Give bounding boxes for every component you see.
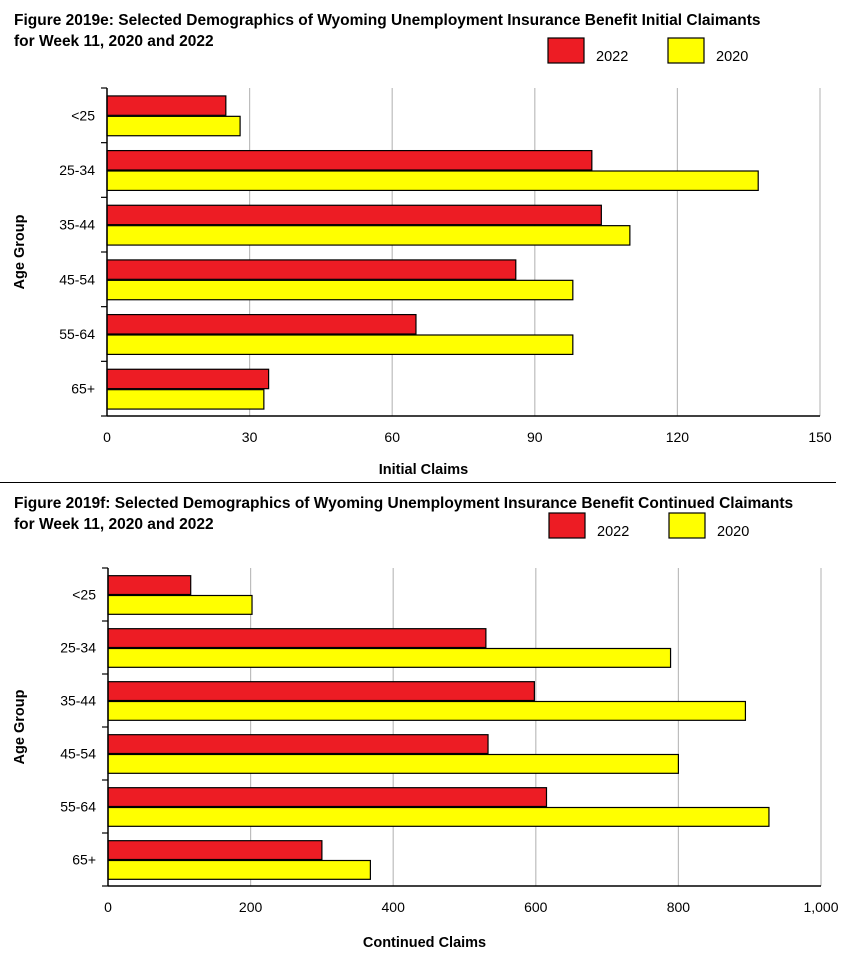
bar-2020-35-44: [107, 700, 747, 721]
x-tick-label: 150: [808, 429, 832, 445]
chart-title: Figure 2019f: Selected Demographics of W…: [14, 495, 794, 533]
legend-label-2022: 2022: [596, 49, 628, 65]
bar-2020-25-34: [107, 647, 672, 668]
legend-label-2020: 2020: [716, 49, 748, 65]
legend-label-2020: 2020: [717, 524, 749, 540]
y-tick-label: 35-44: [60, 693, 96, 709]
legend-swatch-2022: [548, 512, 586, 539]
figure-initial-claims: Figure 2019e: Selected Demographics of W…: [0, 10, 850, 480]
bar-2022-65: [106, 368, 270, 390]
initial-claims-chart: 0 30 60 90 120 150 <25 25-34 35-44 45-54 55-64 65+ I…: [12, 37, 832, 478]
legend-label-2022: 2022: [597, 524, 629, 540]
bar-2020-65: [107, 859, 371, 880]
y-axis-label: Age Group: [12, 689, 28, 764]
x-axis-label: Initial Claims: [379, 462, 468, 478]
legend-swatch-2022: [547, 37, 585, 64]
bar-2020-25: [107, 594, 253, 615]
bar-2022-25-34: [106, 149, 593, 171]
x-tick-label: 120: [666, 429, 690, 445]
x-tick-label: 600: [524, 899, 548, 915]
x-tick-label: 0: [104, 899, 112, 915]
legend-swatch-2020: [668, 512, 706, 539]
x-tick-label: 30: [242, 429, 258, 445]
bar-2020-55-64: [106, 334, 574, 356]
bar-2022-65: [107, 840, 323, 861]
x-axis-label: Continued Claims: [363, 935, 486, 951]
x-tick-label: 1,000: [803, 899, 838, 915]
figure-divider: [0, 482, 836, 483]
x-tick-label: 90: [527, 429, 543, 445]
bar-2020-45-54: [107, 753, 680, 774]
bar-2020-35-44: [106, 225, 631, 246]
x-tick-label: 800: [667, 899, 691, 915]
bar-2022-25-34: [107, 628, 487, 649]
figure-continued-claims: Figure 2019f: Selected Demographics of W…: [0, 493, 850, 958]
y-tick-label: 45-54: [59, 271, 95, 287]
x-tick-label: 0: [103, 429, 111, 445]
y-tick-label: 65+: [72, 852, 96, 868]
y-tick-label: 35-44: [59, 217, 95, 233]
chart-title: Figure 2019e: Selected Demographics of W…: [14, 12, 761, 50]
x-tick-label: 200: [239, 899, 263, 915]
y-tick-label: 25-34: [60, 640, 96, 656]
x-tick-label: 400: [382, 899, 406, 915]
x-tick-label: 60: [384, 429, 400, 445]
y-tick-label: 55-64: [60, 799, 96, 815]
bar-2022-45-54: [107, 734, 489, 755]
bar-2022-35-44: [107, 681, 535, 702]
y-tick-label: <25: [71, 107, 95, 123]
bar-2020-45-54: [106, 279, 574, 301]
bar-2020-65: [106, 389, 265, 410]
legend-swatch-2020: [667, 37, 705, 64]
bar-2022-35-44: [106, 204, 602, 226]
y-tick-label: 65+: [71, 381, 95, 397]
bar-2020-55-64: [107, 806, 770, 827]
bar-2022-45-54: [106, 259, 517, 280]
continued-claims-chart: 0 200 400 600 800 1,000 <25 25-34 35-44 45-54 55-6…: [12, 512, 839, 951]
bar-2020-25-34: [106, 170, 759, 192]
y-axis-label: Age Group: [12, 214, 28, 289]
y-tick-label: 45-54: [60, 746, 96, 762]
y-tick-label: 55-64: [59, 326, 95, 342]
y-tick-label: 25-34: [59, 162, 95, 178]
bar-2022-55-64: [106, 313, 417, 335]
bar-2022-55-64: [107, 787, 548, 808]
bar-2022-25: [106, 95, 227, 116]
bar-2022-25: [107, 575, 192, 596]
y-tick-label: <25: [72, 587, 96, 603]
bar-2020-25: [106, 115, 241, 137]
